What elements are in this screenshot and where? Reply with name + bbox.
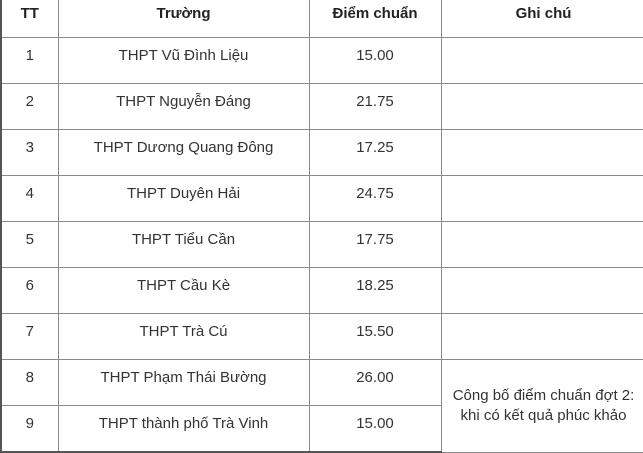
school-name: THPT Tiểu Cần bbox=[57, 221, 310, 268]
table-row: 6 THPT Cầu Kè 18.25 bbox=[0, 267, 643, 314]
row-number: 1 bbox=[0, 37, 59, 84]
note-cell bbox=[440, 267, 643, 314]
row-number: 9 bbox=[0, 405, 59, 453]
cutoff-score: 21.75 bbox=[308, 83, 442, 130]
school-name: THPT Vũ Đình Liệu bbox=[57, 37, 310, 84]
cutoff-score: 15.00 bbox=[308, 37, 442, 84]
table-row: 1 THPT Vũ Đình Liệu 15.00 bbox=[0, 37, 643, 84]
school-name: THPT Nguyễn Đáng bbox=[57, 83, 310, 130]
note-cell: Công bố điểm chuẩn đợt 2: khi có kết quả… bbox=[440, 359, 643, 453]
row-number: 8 bbox=[0, 359, 59, 406]
note-cell bbox=[440, 313, 643, 360]
cutoff-score: 15.50 bbox=[308, 313, 442, 360]
header-score: Điểm chuẩn bbox=[308, 0, 442, 38]
note-cell bbox=[440, 221, 643, 268]
school-name: THPT Phạm Thái Bường bbox=[57, 359, 310, 406]
header-school: Trường bbox=[57, 0, 310, 38]
row-number: 6 bbox=[0, 267, 59, 314]
note-cell bbox=[440, 83, 643, 130]
table-row: 4 THPT Duyên Hải 24.75 bbox=[0, 175, 643, 222]
row-number: 2 bbox=[0, 83, 59, 130]
cutoff-score: 18.25 bbox=[308, 267, 442, 314]
school-name: THPT Trà Cú bbox=[57, 313, 310, 360]
school-name: THPT thành phố Trà Vinh bbox=[57, 405, 310, 453]
table-row: 2 THPT Nguyễn Đáng 21.75 bbox=[0, 83, 643, 130]
row-number: 4 bbox=[0, 175, 59, 222]
cutoff-score: 26.00 bbox=[308, 359, 442, 406]
table-row: 5 THPT Tiểu Cần 17.75 bbox=[0, 221, 643, 268]
cutoff-score: 17.25 bbox=[308, 129, 442, 176]
school-name: THPT Cầu Kè bbox=[57, 267, 310, 314]
row-number: 7 bbox=[0, 313, 59, 360]
row-number: 3 bbox=[0, 129, 59, 176]
table-row: 7 THPT Trà Cú 15.50 bbox=[0, 313, 643, 360]
school-name: THPT Dương Quang Đông bbox=[57, 129, 310, 176]
row-number: 5 bbox=[0, 221, 59, 268]
table-row: 3 THPT Dương Quang Đông 17.25 bbox=[0, 129, 643, 176]
note-cell bbox=[440, 37, 643, 84]
cutoff-score: 15.00 bbox=[308, 405, 442, 453]
header-row: TT Trường Điểm chuẩn Ghi chú bbox=[0, 0, 643, 38]
header-tt: TT bbox=[0, 0, 59, 38]
note-cell bbox=[440, 129, 643, 176]
table-row: 8 THPT Phạm Thái Bường 26.00 Công bố điểm c… bbox=[0, 359, 643, 453]
note-cell bbox=[440, 175, 643, 222]
header-note: Ghi chú bbox=[440, 0, 643, 38]
school-name: THPT Duyên Hải bbox=[57, 175, 310, 222]
cutoff-score: 17.75 bbox=[308, 221, 442, 268]
cutoff-score: 24.75 bbox=[308, 175, 442, 222]
